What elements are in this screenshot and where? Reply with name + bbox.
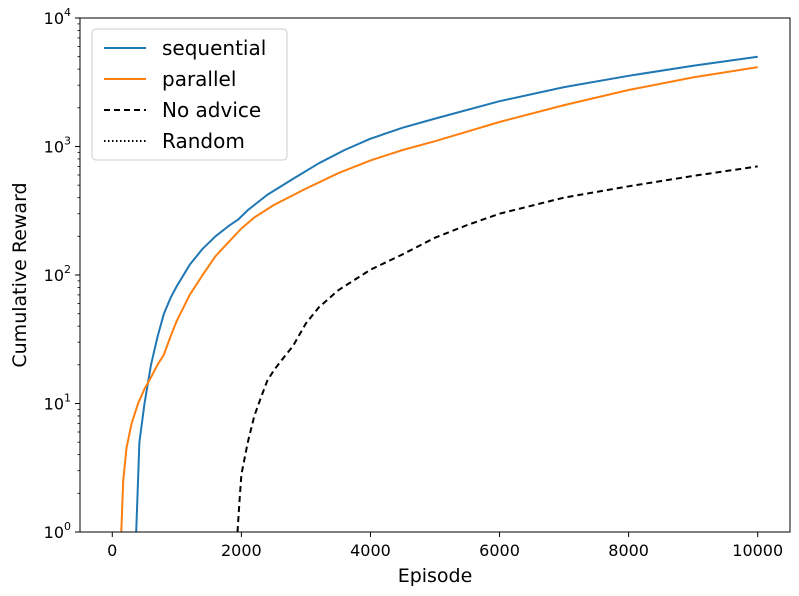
legend-label: Random [162,129,245,153]
x-ticks: 0 2000 4000 6000 8000 10000 [107,532,783,560]
legend-box [91,28,288,161]
x-tick-label: 10000 [732,541,783,560]
legend-label: parallel [162,67,236,91]
x-tick-label: 0 [107,541,117,560]
legend: sequential parallel No advice Random [91,28,288,161]
x-axis-label: Episode [398,565,473,587]
series-line-parallel [120,66,758,532]
series-lines [120,55,758,532]
y-axis-label: Cumulative Reward [9,182,31,367]
x-tick-label: 4000 [350,541,391,560]
series-line-sequential [135,55,758,532]
x-tick-label: 8000 [608,541,649,560]
series-line-no-advice [236,165,758,532]
y-tick-label: 102 [44,263,71,285]
legend-label: sequential [162,36,266,60]
y-tick-label: 103 [44,135,71,157]
y-tick-label: 104 [44,6,71,28]
x-tick-label: 2000 [221,541,262,560]
y-tick-label: 101 [44,392,71,414]
y-ticks: 100 101 102 103 104 [44,6,80,542]
x-tick-label: 6000 [479,541,520,560]
legend-label: No advice [162,98,261,122]
legend-entries: sequential parallel No advice Random [104,36,266,153]
y-tick-label: 100 [44,520,71,542]
